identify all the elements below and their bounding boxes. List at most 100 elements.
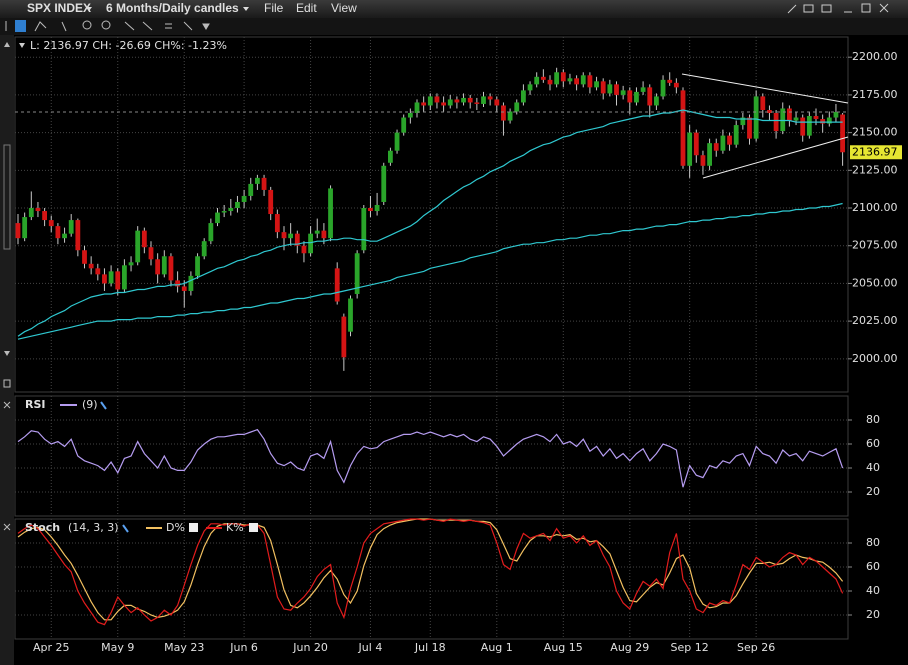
tool-icon[interactable] xyxy=(34,21,47,32)
candle-body xyxy=(321,230,327,239)
scroll-up[interactable] xyxy=(4,42,10,47)
candle-body xyxy=(461,97,466,103)
candle-body xyxy=(487,96,493,100)
y-tick-label: 2125.00 xyxy=(852,163,898,176)
candle-body xyxy=(361,208,367,251)
candle-body xyxy=(501,105,506,121)
link-icon[interactable] xyxy=(803,4,814,13)
y-tick-label: 2075.00 xyxy=(852,239,898,252)
candle-body xyxy=(348,298,353,332)
checkbox[interactable] xyxy=(189,523,198,532)
last-price-tag xyxy=(850,145,902,160)
zoom-out[interactable] xyxy=(101,20,111,30)
candle-body xyxy=(274,214,280,233)
candle-body xyxy=(806,116,812,136)
candle-body xyxy=(55,226,61,239)
symbol[interactable]: SPX INDEX xyxy=(27,1,91,15)
candle-body xyxy=(414,102,420,114)
dropdown-arrow[interactable] xyxy=(86,7,92,11)
candle-body xyxy=(534,76,540,85)
scroll-thumb[interactable] xyxy=(3,144,11,250)
candle-body xyxy=(840,114,845,153)
y-tick-label: 2175.00 xyxy=(852,88,898,101)
indicator-parameters: (14, 3, 3) xyxy=(68,521,119,534)
candle-body xyxy=(261,177,267,190)
tool-icon[interactable] xyxy=(165,23,172,29)
tool-icon[interactable] xyxy=(142,21,153,31)
candle-body xyxy=(687,132,693,166)
edit-icon[interactable] xyxy=(122,524,129,533)
candle-body xyxy=(75,220,81,251)
link-icon[interactable] xyxy=(821,4,832,13)
candle-body xyxy=(135,230,141,263)
marks xyxy=(15,67,848,626)
toolbar-icons xyxy=(5,20,210,32)
menu-item[interactable]: View xyxy=(331,1,357,15)
indicator-line xyxy=(17,428,844,488)
candle-body xyxy=(115,271,121,290)
candle-body xyxy=(793,117,799,121)
x-tick-label: May 23 xyxy=(164,641,204,654)
menu-item[interactable]: Edit xyxy=(296,1,317,15)
tool-icon[interactable] xyxy=(183,21,193,31)
y-tick-label: 80 xyxy=(866,413,880,426)
close-panel[interactable] xyxy=(3,401,11,409)
scroll-down[interactable] xyxy=(4,351,10,356)
trend-line xyxy=(681,73,849,104)
candle-body xyxy=(128,262,134,266)
candle-body xyxy=(560,72,566,82)
y-tick-label: 60 xyxy=(866,437,880,450)
candle-body xyxy=(427,96,433,106)
close-panel[interactable] xyxy=(3,523,11,531)
maximize[interactable] xyxy=(861,3,871,13)
candle-body xyxy=(308,233,313,254)
price-info: L: 2136.97 CH: -26.69 CH%: -1.23% xyxy=(30,39,227,52)
candle-body xyxy=(281,232,287,239)
candle-body xyxy=(122,265,127,290)
close[interactable] xyxy=(879,3,889,13)
y-tick-label: 2150.00 xyxy=(852,126,898,139)
candle-body xyxy=(547,79,553,85)
candle-body xyxy=(654,96,659,106)
candle-body xyxy=(813,116,819,120)
candle-body xyxy=(15,223,21,239)
candle-body xyxy=(713,143,719,151)
tool-icon[interactable] xyxy=(15,20,26,32)
candle-body xyxy=(368,208,373,212)
dropdown-arrow[interactable] xyxy=(243,7,249,11)
side-strip xyxy=(0,35,14,665)
candle-body xyxy=(401,117,407,133)
collapse-arrow[interactable] xyxy=(19,43,25,48)
candle-body xyxy=(388,150,393,163)
candle-body xyxy=(820,119,826,124)
y-tick-label: 40 xyxy=(866,584,880,597)
candle-body xyxy=(733,125,739,145)
candle-body xyxy=(328,188,333,239)
candle-body xyxy=(294,233,300,246)
price-panel xyxy=(14,36,849,393)
candle-body xyxy=(148,247,154,260)
candle-body xyxy=(540,76,546,80)
candle-body xyxy=(407,113,413,118)
tool-icon[interactable] xyxy=(61,21,67,32)
menu-item[interactable]: File xyxy=(264,1,284,15)
candle-body xyxy=(161,256,167,275)
candle-body xyxy=(700,155,706,166)
y-tick-label: 2200.00 xyxy=(852,50,898,63)
candle-body xyxy=(727,135,732,145)
candle-body xyxy=(574,78,579,85)
zoom-in[interactable] xyxy=(82,20,92,30)
checkbox[interactable] xyxy=(249,523,258,532)
lock-icon[interactable] xyxy=(3,379,11,388)
y-tick-label: 2050.00 xyxy=(852,276,898,289)
dropdown-arrow[interactable] xyxy=(202,23,210,30)
tool-icon[interactable] xyxy=(124,21,135,31)
period[interactable]: 6 Months/Daily candles xyxy=(106,1,239,15)
x-tick-label: Jun 6 xyxy=(229,641,258,654)
candle-body xyxy=(208,223,214,242)
edit-icon[interactable] xyxy=(100,401,107,410)
candle-body xyxy=(228,208,234,212)
x-tick-label: May 9 xyxy=(101,641,134,654)
tool-icon[interactable] xyxy=(787,4,797,14)
candle-body xyxy=(494,99,500,106)
